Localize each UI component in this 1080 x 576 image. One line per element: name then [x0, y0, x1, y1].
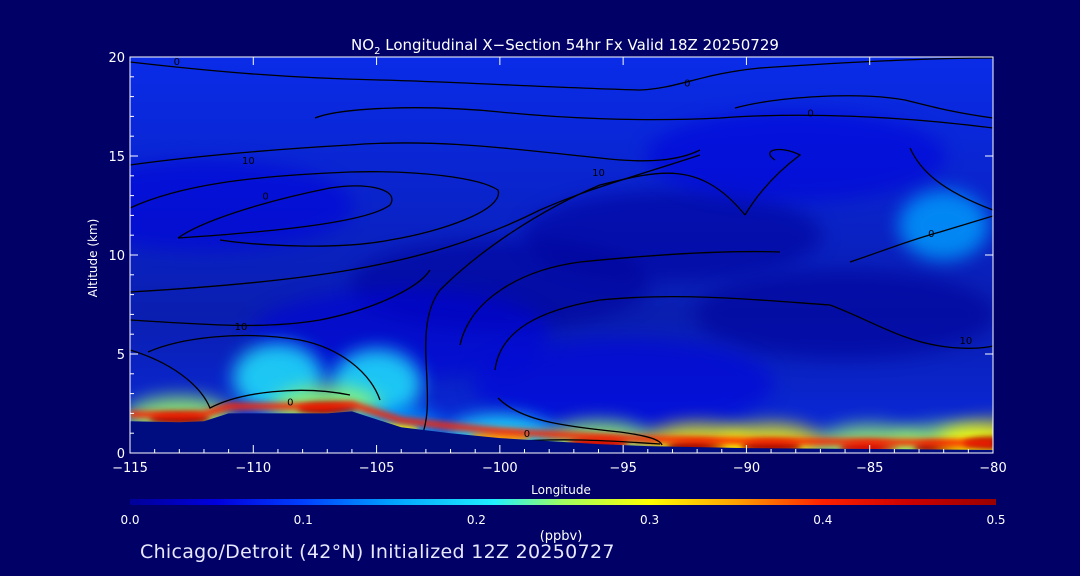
- contour-line: [459, 250, 781, 346]
- contour-line: [909, 147, 993, 211]
- y-tick-label: 20: [108, 51, 125, 66]
- x-tick-label: −115: [112, 461, 148, 476]
- contour-label: 10: [960, 336, 973, 347]
- contour-label: 10: [592, 168, 605, 179]
- chart-title: NO2 Longitudinal X−Section 54hr Fx Valid…: [351, 36, 779, 57]
- contour-label: 0: [287, 397, 293, 408]
- y-tick-label: 0: [117, 447, 125, 462]
- x-tick-label: −105: [359, 461, 395, 476]
- contour-line: [494, 295, 831, 371]
- x-tick-label: −110: [235, 461, 271, 476]
- colorbar: [130, 499, 996, 505]
- y-axis: 0 5 10 15 20: [108, 51, 993, 462]
- contour-labels: 0 0 0 10 10 0 0 10 10 0 0: [174, 57, 973, 440]
- y-axis-label: Altitude (km): [86, 219, 100, 298]
- field-band: [473, 338, 774, 429]
- x-axis: −115 −110 −105 −100 −95 −90 −85 −80: [112, 57, 1007, 476]
- plume: [898, 190, 989, 261]
- contour-label: 10: [242, 156, 255, 167]
- contour-line: [829, 304, 993, 349]
- colorbar-label: (ppbv): [540, 529, 583, 544]
- contour-line: [130, 142, 701, 166]
- contour-lines: [130, 57, 993, 446]
- contour-label: 0: [262, 192, 268, 203]
- contour-line: [130, 349, 351, 409]
- contour-line: [497, 397, 663, 446]
- contour-line: [744, 148, 802, 216]
- contour-line: [130, 171, 499, 247]
- x-tick-label: −100: [482, 461, 518, 476]
- colorbar-tick-label: 0.2: [467, 513, 486, 527]
- contour-label: 10: [235, 322, 248, 333]
- contour-line: [314, 107, 993, 129]
- contour-line: [130, 269, 431, 327]
- colorbar-tick-label: 0.5: [986, 513, 1005, 527]
- surface-layer: [130, 400, 993, 447]
- contour-label: 0: [807, 108, 813, 119]
- x-tick-label: −85: [856, 461, 883, 476]
- field-band: [522, 190, 823, 281]
- field-band: [645, 111, 946, 201]
- contour-label: 0: [928, 229, 934, 240]
- field-band: [695, 269, 993, 360]
- contour-label: 0: [524, 429, 530, 440]
- footer-caption: Chicago/Detroit (42°N) Initialized 12Z 2…: [140, 541, 615, 563]
- x-tick-label: −90: [733, 461, 760, 476]
- y-tick-label: 15: [108, 150, 125, 165]
- x-axis-label: Longitude: [531, 483, 591, 497]
- contour-line: [130, 57, 993, 91]
- colorbar-ticks: 0.0 0.1 0.2 0.3 0.4 0.5: [120, 513, 1005, 527]
- y-tick-label: 5: [117, 348, 125, 363]
- contour-line: [849, 215, 993, 263]
- plot-area: 0 0 0 10 10 0 0 10 10 0 0: [130, 57, 993, 453]
- x-tick-label: −80: [979, 461, 1006, 476]
- terrain: [130, 411, 993, 453]
- x-tick-label: −95: [609, 461, 636, 476]
- contour-line: [734, 95, 993, 119]
- contour-line: [419, 172, 746, 441]
- colorbar-tick-label: 0.1: [294, 513, 313, 527]
- contour-line: [147, 334, 381, 401]
- contour-line: [177, 185, 393, 239]
- colorbar-tick-label: 0.0: [120, 513, 139, 527]
- colorbar-tick-label: 0.4: [813, 513, 832, 527]
- contour-label: 0: [684, 79, 690, 90]
- contour-label: 0: [174, 57, 180, 68]
- colorbar-tick-label: 0.3: [640, 513, 659, 527]
- y-tick-label: 10: [108, 249, 125, 264]
- contour-line: [130, 154, 701, 293]
